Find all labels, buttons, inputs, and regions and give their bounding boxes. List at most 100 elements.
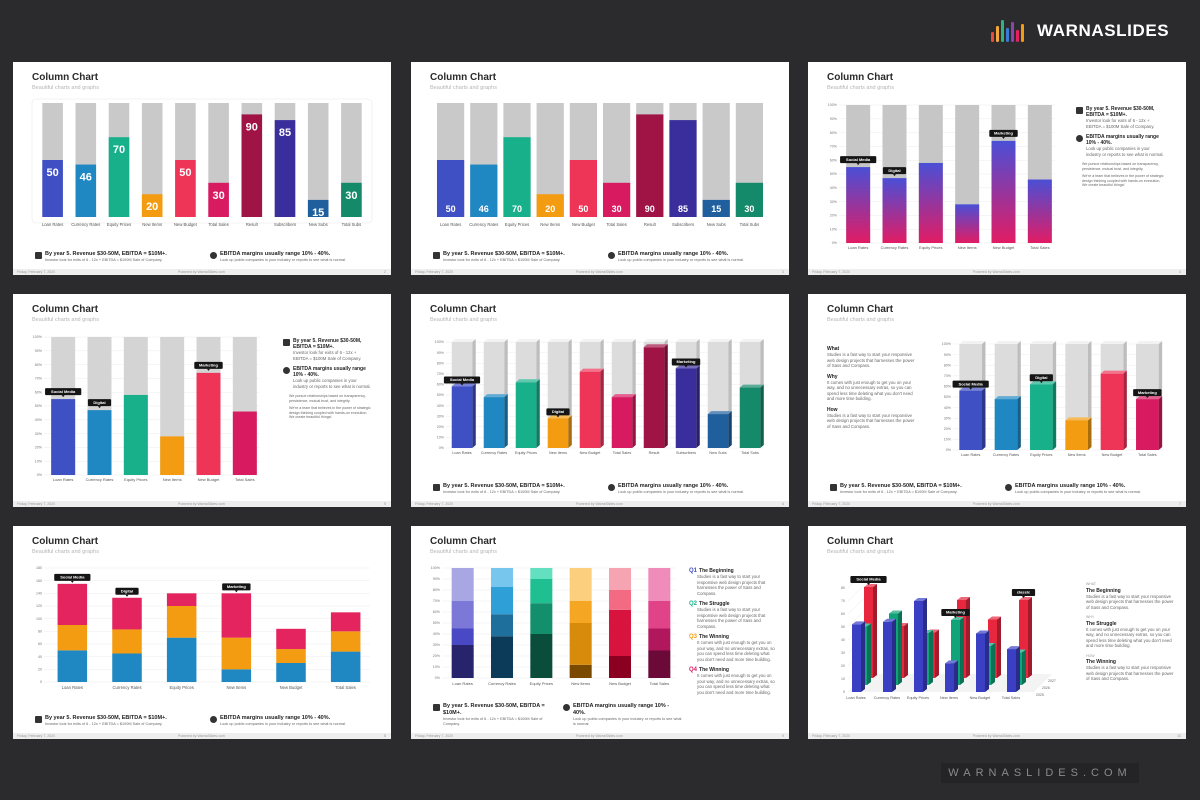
slide-6[interactable]: Column Chart Beautiful charts and graphs… bbox=[808, 294, 1186, 507]
slide-title: Column Chart bbox=[827, 304, 894, 315]
slide-7[interactable]: Column Chart Beautiful charts and graphs… bbox=[13, 526, 391, 739]
slide-5[interactable]: Column Chart Beautiful charts and graphs… bbox=[411, 294, 789, 507]
side-title: The Beginning bbox=[1086, 587, 1121, 594]
bar-value-label: 20 bbox=[146, 201, 158, 213]
callout-pointer bbox=[856, 163, 860, 166]
info-title: EBITDA margins usually range 10% - 40%. bbox=[220, 715, 331, 721]
x-tick-label: Subscribers bbox=[672, 222, 694, 227]
y-tick-label: 50% bbox=[944, 395, 952, 399]
slide-8[interactable]: Column Chart Beautiful charts and graphs… bbox=[411, 526, 789, 739]
callout-box bbox=[989, 129, 1018, 137]
bar-segment bbox=[112, 629, 142, 654]
info-revenue: By year 5. Revenue $30-50M, EBITDA = $10… bbox=[433, 483, 598, 495]
bar bbox=[451, 386, 473, 448]
y-tick-label: 20% bbox=[830, 214, 838, 218]
side-panel: WHAT The Beginning Studies is a fast way… bbox=[1086, 582, 1174, 687]
bar-value-label: 30 bbox=[612, 204, 622, 214]
logo-bar bbox=[996, 26, 999, 42]
bar-segment bbox=[276, 628, 306, 650]
y-tick-label: 70% bbox=[433, 599, 441, 603]
q-title: The Struggle bbox=[699, 601, 730, 607]
x-tick-label: Loan Rates bbox=[846, 696, 866, 700]
chart-flat: 0% 10% 20% 30% 40% 50% 60% 70% 80% 90% 100% Loan Ra… bbox=[33, 335, 260, 482]
bar-segment bbox=[276, 649, 306, 663]
bar-track-top bbox=[579, 339, 604, 342]
x-tick-label: Total Sales bbox=[1138, 453, 1157, 457]
bar-side bbox=[472, 383, 476, 448]
info-revenue: By year 5. Revenue $30-50M, EBITDA = $10… bbox=[830, 483, 995, 495]
x-tick-label: Total Sales bbox=[335, 685, 355, 690]
y-tick-label: 60% bbox=[830, 158, 838, 162]
bar bbox=[643, 347, 665, 448]
callout-box bbox=[840, 156, 877, 164]
bar-side bbox=[728, 411, 732, 448]
y-tick-label: 10 bbox=[841, 677, 845, 681]
q-title: The Beginning bbox=[699, 568, 734, 574]
bar-segment bbox=[57, 650, 88, 682]
bar-segment bbox=[530, 579, 553, 604]
bar-top bbox=[945, 660, 958, 664]
bar-top bbox=[959, 387, 986, 391]
callout-label: Marketing bbox=[1138, 390, 1157, 395]
side-panel: Q1 The Beginning Studies is a fast way to… bbox=[689, 568, 777, 700]
footer-date: Friday, February 7, 2020 bbox=[812, 501, 851, 506]
bar-track-top bbox=[739, 339, 764, 342]
bar-top bbox=[914, 598, 927, 601]
y-tick-label: 60% bbox=[433, 610, 441, 614]
x-tick-label: Subscribers bbox=[676, 451, 696, 455]
brand-header: WARNASLIDES bbox=[991, 20, 1169, 42]
y-tick-label: 60% bbox=[437, 383, 445, 387]
slide-9[interactable]: Column Chart Beautiful charts and graphs… bbox=[808, 526, 1186, 739]
bar-segment bbox=[490, 636, 514, 678]
side-title: EBITDA margins usually range 10% - 40%. bbox=[1086, 134, 1159, 146]
y-tick-label: 10% bbox=[944, 438, 952, 442]
slide-1[interactable]: Column Chart Beautiful charts and graphs… bbox=[13, 62, 391, 275]
callout-pointer bbox=[70, 580, 74, 583]
y-tick-label: 30% bbox=[433, 643, 441, 647]
bar-top bbox=[1100, 370, 1127, 374]
calculator-icon bbox=[433, 704, 440, 711]
q-number: Q4 bbox=[689, 667, 698, 673]
x-tick-label: Total Sales bbox=[208, 222, 228, 227]
slide-4[interactable]: Column Chart Beautiful charts and graphs… bbox=[13, 294, 391, 507]
slide-number: 8 bbox=[384, 733, 386, 738]
info-text: Investor look for exits of 6 - 12x + EBI… bbox=[840, 490, 958, 494]
x-tick-label: New Subs bbox=[709, 451, 726, 455]
alert-icon bbox=[283, 367, 290, 374]
y-tick-label: 100% bbox=[942, 342, 952, 346]
bar bbox=[1136, 399, 1159, 450]
bar-track bbox=[702, 103, 730, 217]
slide-2[interactable]: Column Chart Beautiful charts and graphs… bbox=[411, 62, 789, 275]
logo-bar bbox=[1011, 22, 1014, 42]
y-tick-label: 70% bbox=[35, 377, 43, 381]
y-tick-label: 40 bbox=[841, 638, 845, 642]
slide-footer: Friday, February 7, 2020 Powered by Warn… bbox=[13, 501, 391, 507]
bar bbox=[1100, 373, 1124, 450]
bar-side bbox=[504, 394, 508, 448]
y-tick-label: 20% bbox=[944, 427, 952, 431]
info-text: Investor look for exits of 6 - 12x + EBI… bbox=[443, 490, 561, 494]
slide-number: 6 bbox=[782, 501, 784, 506]
x-tick-label: Subscribers bbox=[274, 222, 296, 227]
calculator-icon bbox=[433, 252, 440, 259]
bar-top bbox=[1030, 381, 1057, 385]
info-text: Investor look for exits of 6 - 12x + EBI… bbox=[45, 258, 163, 262]
callout-box bbox=[443, 376, 481, 384]
slide-3[interactable]: Column Chart Beautiful charts and graphs… bbox=[808, 62, 1186, 275]
x-tick-label: Equity Prices bbox=[107, 222, 131, 227]
x-tick-label: New Items bbox=[940, 696, 958, 700]
bar-side bbox=[960, 617, 964, 685]
y-tick-label: 0 bbox=[40, 680, 42, 684]
side-text: Studies is a fast way to start your resp… bbox=[827, 412, 915, 429]
bar bbox=[739, 387, 761, 448]
side-text: Investor look for exits of 6 - 12x + EBI… bbox=[293, 350, 362, 361]
x-tick-label: Total Subs bbox=[342, 222, 362, 227]
bar-value-label: 85 bbox=[678, 204, 688, 214]
bar bbox=[307, 199, 329, 217]
y-tick-label: 70% bbox=[830, 145, 838, 149]
x-tick-label: New Budget bbox=[572, 222, 596, 227]
bar-side bbox=[923, 598, 927, 692]
y-tick-label: 100% bbox=[431, 566, 441, 570]
bar-value-label: 30 bbox=[744, 204, 754, 214]
info-title: By year 5. Revenue $30-50M, EBITDA = $10… bbox=[45, 715, 167, 721]
